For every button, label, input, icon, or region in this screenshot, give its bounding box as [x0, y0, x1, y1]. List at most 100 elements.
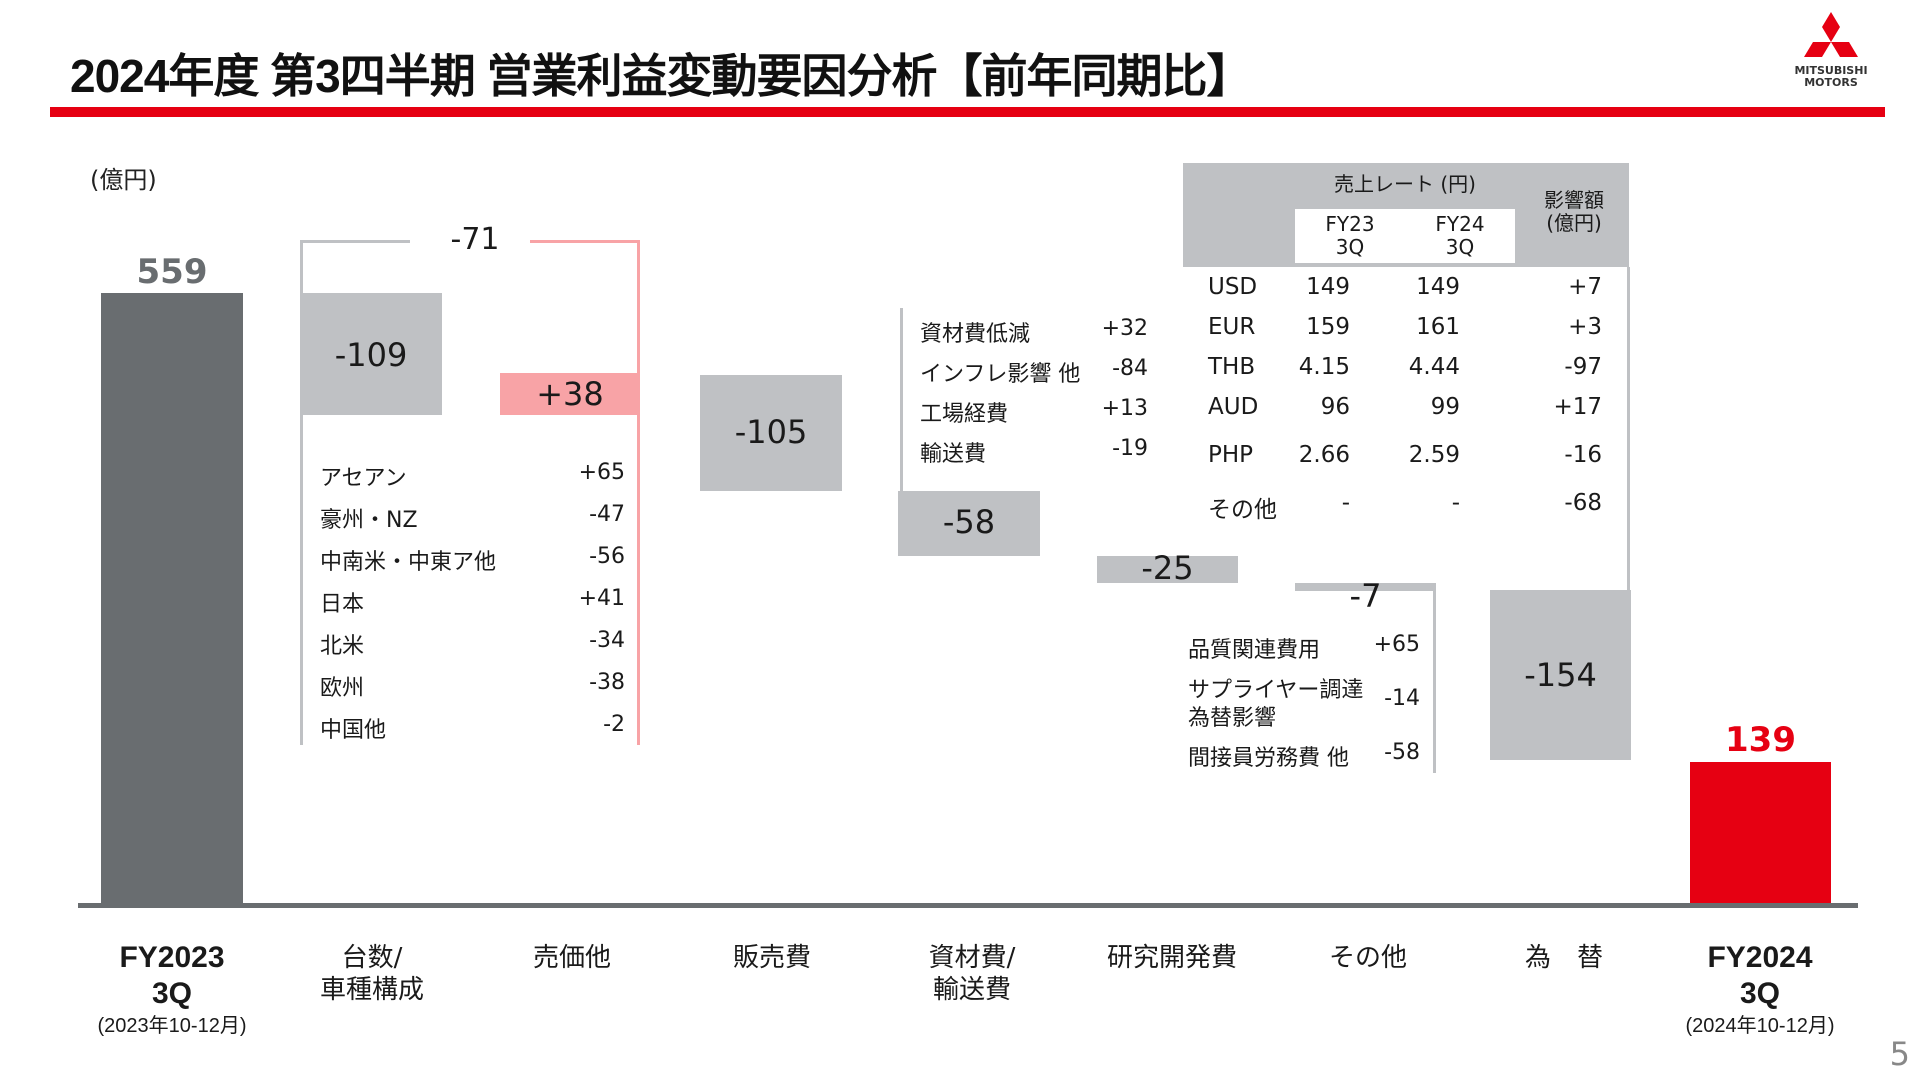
fx-row: USD 149 149 +7 — [1200, 274, 1620, 314]
breakdown-row: 北米 -34 — [320, 628, 625, 659]
breakdown-label: 中国他 — [320, 718, 387, 743]
bar-selling-expense: -105 — [700, 375, 842, 491]
breakdown-value: +65 — [1373, 632, 1420, 657]
bar-price-value: +38 — [536, 375, 604, 413]
breakdown-row: 品質関連費用 +65 — [1188, 632, 1420, 663]
category-line1: 資材費/ — [928, 943, 1016, 973]
bar-material-transport-value: -58 — [942, 503, 996, 541]
fx-currency: USD — [1208, 274, 1258, 300]
breakdown-row: 工場経費 +13 — [920, 396, 1148, 427]
fx-fy24: 2.59 — [1408, 442, 1460, 468]
breakdown-value: -56 — [589, 544, 625, 569]
fx-fy23: 149 — [1306, 274, 1350, 300]
breakdown-row: 中国他 -2 — [320, 712, 625, 743]
breakdown-label: 北米 — [320, 634, 365, 659]
breakdown-label: 輸送費 — [920, 442, 987, 467]
category-period: (2023年10-12月) — [97, 1015, 247, 1037]
breakdown-row: 間接員労務費 他 -58 — [1188, 740, 1420, 771]
logo-text-line2: MOTORS — [1804, 76, 1858, 89]
end-total-value: 139 — [1725, 720, 1796, 760]
logo-text-line1: MITSUBISHI — [1794, 64, 1868, 77]
category-line1: その他 — [1328, 943, 1407, 973]
fx-header-impact-l1: 影響額 — [1544, 188, 1604, 212]
bar-material-transport: -58 — [898, 491, 1040, 556]
fx-currency: AUD — [1208, 394, 1259, 420]
fx-header-fy23: FY23 3Q — [1295, 213, 1405, 259]
breakdown-label: 中南米・中東ア他 — [320, 550, 497, 575]
breakdown-label: 間接員労務費 他 — [1188, 746, 1349, 771]
fx-fy23: 159 — [1306, 314, 1350, 340]
fx-currency: その他 — [1208, 497, 1277, 523]
breakdown-row: 輸送費 -19 — [920, 436, 1148, 467]
fx-row: EUR 159 161 +3 — [1200, 314, 1620, 354]
fx-fy24: - — [1451, 490, 1460, 516]
breakdown-row: 欧州 -38 — [320, 670, 625, 701]
fx-table-right-line — [1627, 267, 1630, 592]
fx-fy23: 4.15 — [1298, 354, 1350, 380]
breakdown-row: 日本 +41 — [320, 586, 625, 617]
fx-header-impact-l2: (億円) — [1546, 211, 1602, 235]
bar-fx: -154 — [1490, 590, 1631, 760]
category-line2: 車種構成 — [319, 975, 424, 1005]
breakdown-label: 欧州 — [320, 676, 365, 701]
category-other: その他 — [1268, 942, 1468, 974]
bar-rnd-value: -25 — [1141, 549, 1194, 587]
category-selling-expense: 販売費 — [672, 942, 872, 974]
fx-fy23: 2.66 — [1298, 442, 1350, 468]
category-line2: 輸送費 — [932, 975, 1011, 1005]
breakdown-row: 資材費低減 +32 — [920, 316, 1148, 347]
category-rnd: 研究開発費 — [1072, 942, 1272, 974]
breakdown-value: +32 — [1101, 316, 1148, 341]
bar-rnd: -25 — [1097, 549, 1238, 587]
fx-table-header: 売上レート (円) FY23 3Q FY24 3Q 影響額 (億円) — [1183, 163, 1629, 267]
category-line1: 研究開発費 — [1106, 943, 1237, 973]
breakdown-label: 日本 — [320, 592, 365, 617]
breakdown-label: アセアン — [320, 466, 407, 491]
page-number: 5 — [1889, 1035, 1910, 1073]
x-axis-line — [78, 903, 1858, 908]
fx-fy24: 149 — [1416, 274, 1460, 300]
breakdown-label: インフレ影響 他 — [920, 362, 1081, 387]
title-rule-divider — [50, 107, 1885, 117]
breakdown-label: 品質関連費用 — [1188, 638, 1321, 663]
category-line1: 台数/ — [341, 943, 403, 973]
start-total-value: 559 — [136, 252, 208, 292]
category-fy2023-3q: FY2023 3Q (2023年10-12月) — [72, 940, 272, 1040]
fx-fy24: 4.44 — [1408, 354, 1460, 380]
breakdown-value: +41 — [578, 586, 625, 611]
category-line1: FY2023 — [119, 941, 225, 974]
fx-currency: PHP — [1208, 442, 1254, 468]
fx-row: THB 4.15 4.44 -97 — [1200, 354, 1620, 394]
fx-header-fy23-l2: 3Q — [1335, 235, 1365, 259]
bar-other-value: -7 — [1349, 577, 1382, 615]
breakdown-value: -19 — [1112, 436, 1148, 461]
breakdown-value: -47 — [589, 502, 625, 527]
bracket-right-line — [637, 240, 640, 745]
breakdown-label: サプライヤー調達 — [1188, 678, 1364, 703]
category-line1: FY2024 — [1707, 941, 1813, 974]
breakdown-value: +13 — [1101, 396, 1148, 421]
breakdown-value: -38 — [589, 670, 625, 695]
fx-header-fy24-l2: 3Q — [1445, 235, 1475, 259]
fx-impact: +7 — [1568, 274, 1602, 300]
breakdown-material-line — [900, 308, 903, 493]
fx-row: AUD 96 99 +17 — [1200, 394, 1620, 434]
breakdown-value: -58 — [1384, 740, 1420, 765]
fx-currency: EUR — [1208, 314, 1256, 340]
breakdown-value: -14 — [1384, 686, 1420, 711]
category-material-transport: 資材費/ 輸送費 — [872, 942, 1072, 1006]
breakdown-row: アセアン +65 — [320, 460, 625, 491]
bar-other: -7 — [1295, 577, 1436, 615]
breakdown-value: -2 — [603, 712, 625, 737]
category-period: (2024年10-12月) — [1685, 1015, 1835, 1037]
page-title: 2024年度 第3四半期 営業利益変動要因分析【前年同期比】 — [70, 50, 1252, 102]
fx-header-subcols: FY23 3Q FY24 3Q — [1295, 209, 1515, 263]
category-price: 売価他 — [472, 942, 672, 974]
bracket-top-right-line — [530, 240, 640, 243]
fx-fy23: - — [1341, 490, 1350, 516]
category-line1: 売価他 — [532, 943, 611, 973]
breakdown-row: 豪州・NZ -47 — [320, 502, 625, 533]
breakdown-label: 工場経費 — [920, 402, 1009, 427]
bracket-left-line — [300, 240, 303, 745]
bar-selling-expense-value: -105 — [734, 413, 808, 451]
